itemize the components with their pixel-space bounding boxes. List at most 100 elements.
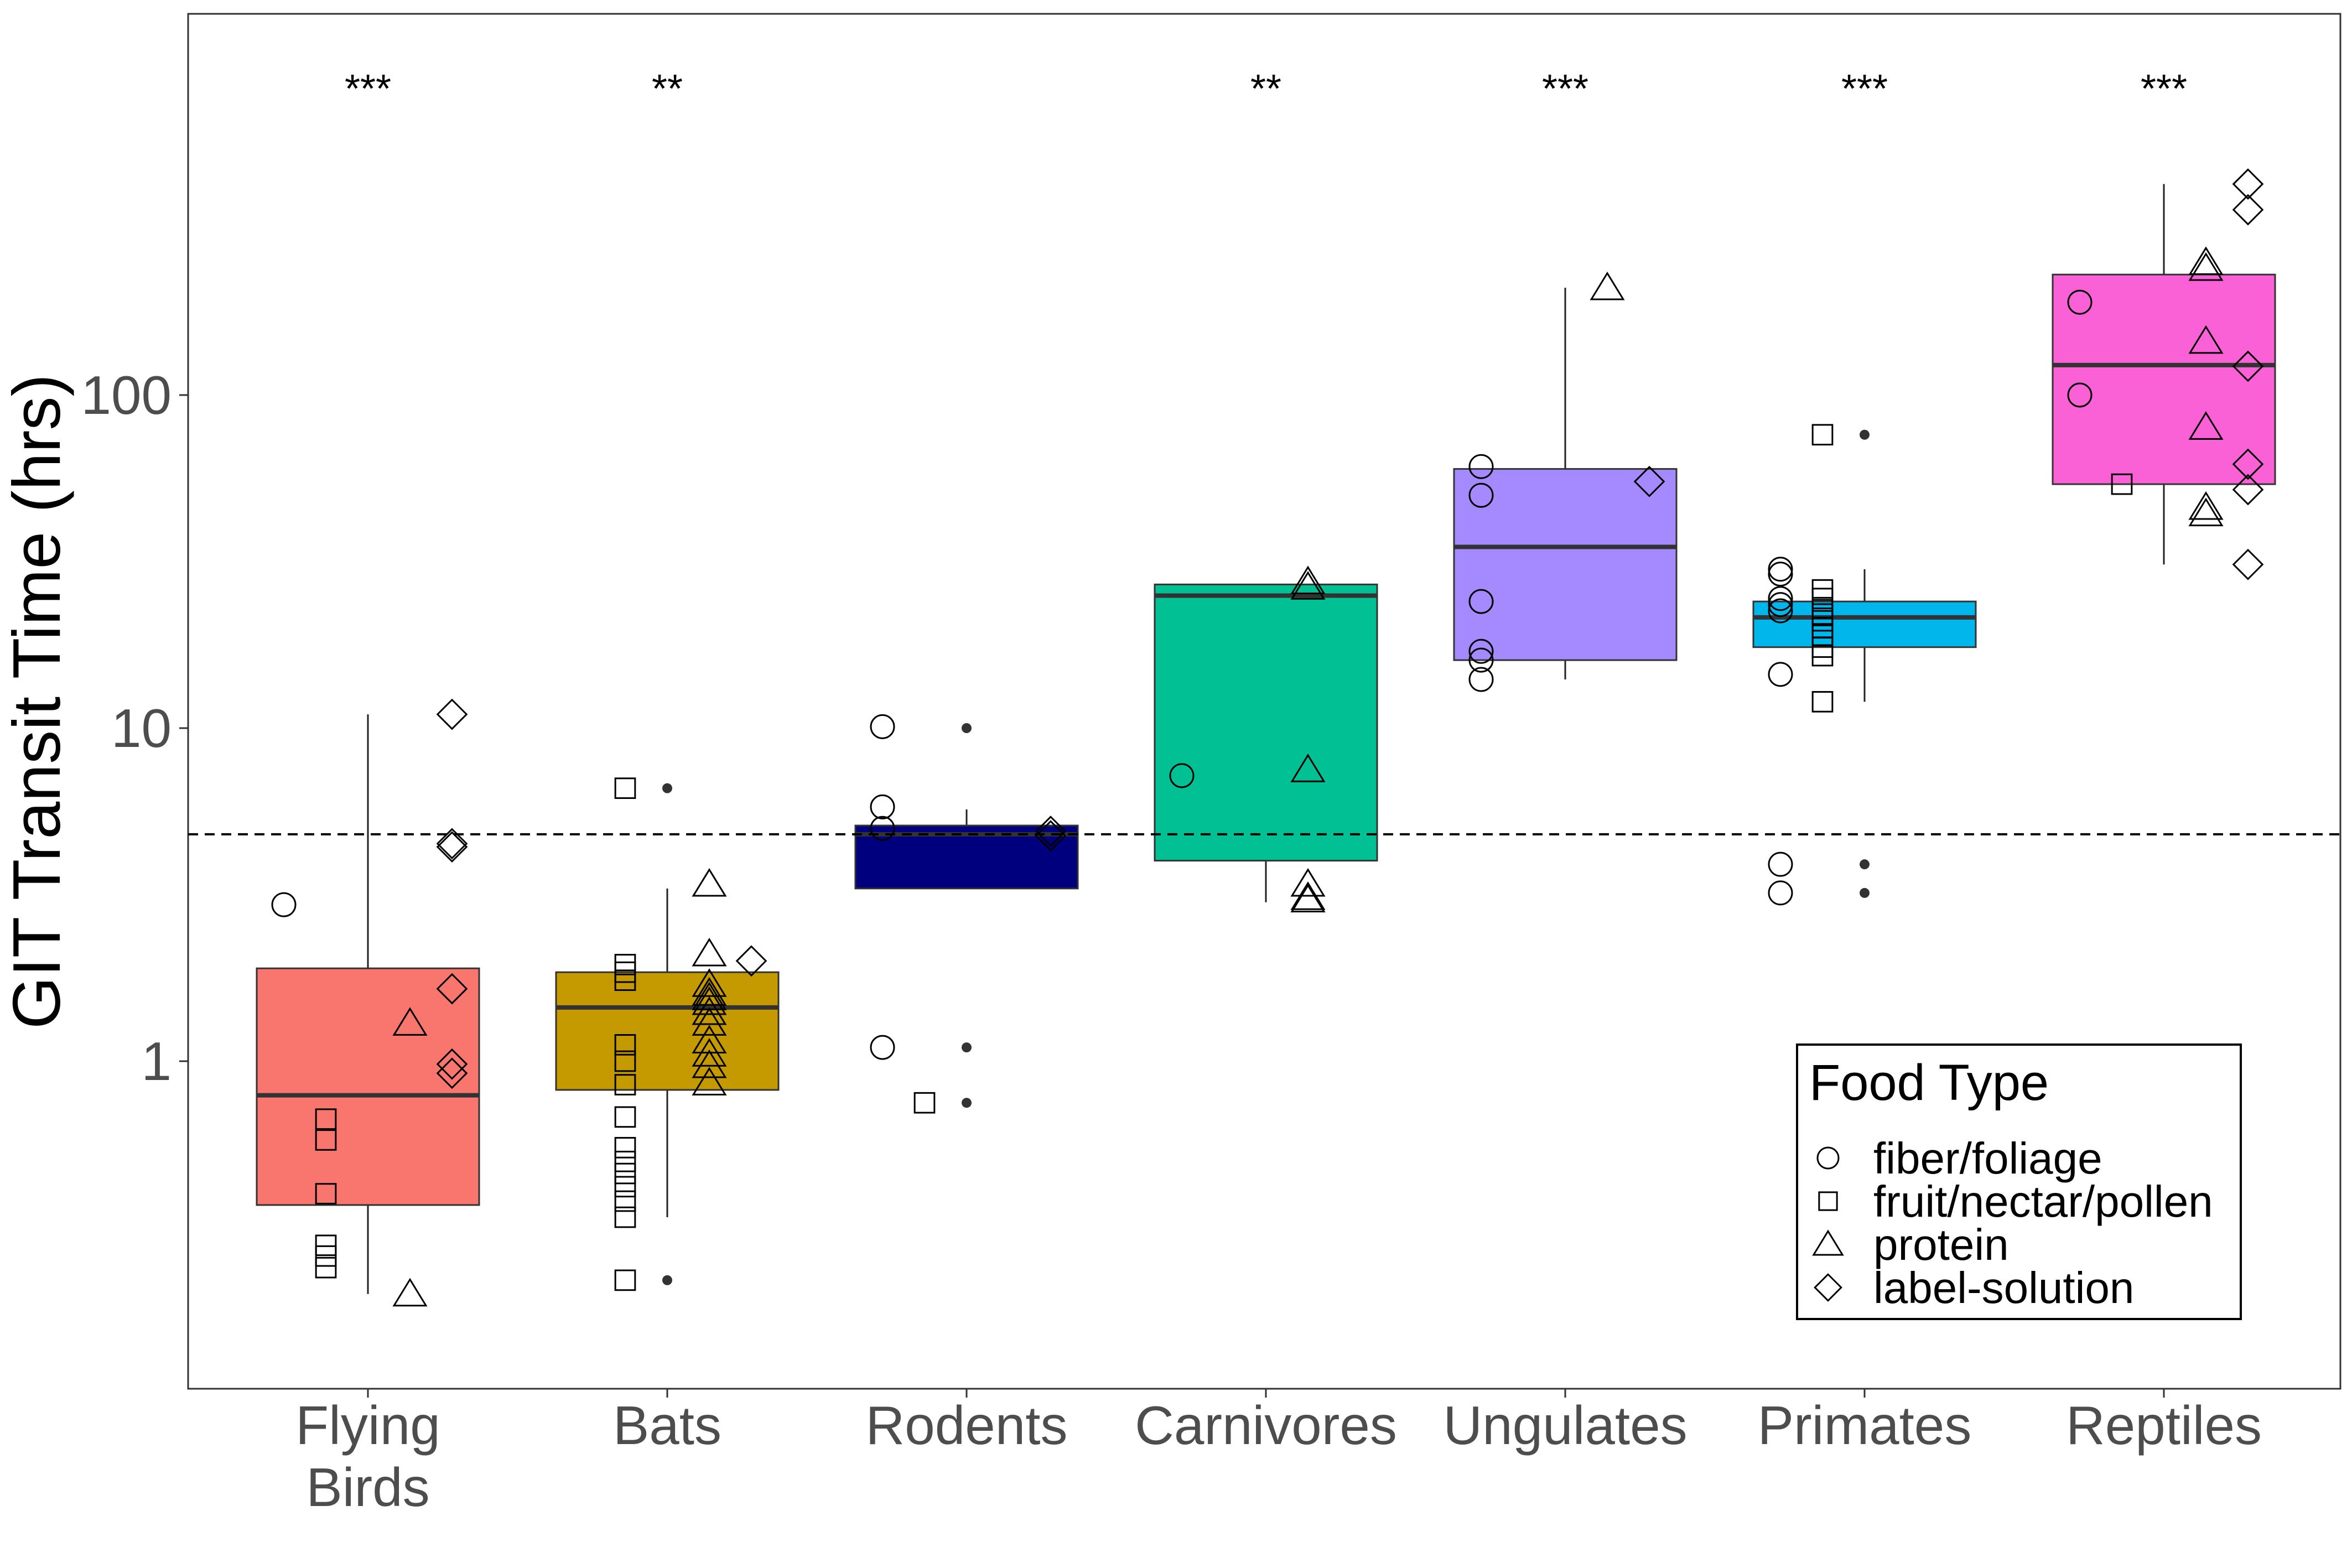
legend: Food Type fiber/foliagefruit/nectar/polle… (1796, 1043, 2242, 1320)
data-point-diamond (436, 831, 468, 863)
data-point-triangle (392, 1278, 428, 1307)
outlier-dot (1860, 887, 1870, 898)
data-point-square (1811, 424, 1834, 446)
points-layer (271, 168, 2264, 1307)
data-point-square (614, 1190, 636, 1212)
data-point-circle (1768, 852, 1793, 877)
data-point-diamond (436, 1057, 468, 1089)
significance-label: *** (1841, 67, 1888, 111)
data-point-square (614, 1269, 636, 1291)
data-point-triangle (2188, 497, 2224, 527)
data-point-square (614, 1162, 636, 1185)
data-point-diamond (2232, 474, 2264, 506)
legend-circle-icon (1816, 1146, 1840, 1170)
x-tick-label: Carnivores (1135, 1395, 1397, 1456)
box-iqr (1154, 583, 1378, 862)
data-point-diamond (1035, 820, 1067, 852)
data-point-triangle (692, 996, 727, 1025)
data-point-square (315, 1108, 337, 1130)
data-point-square (315, 1183, 337, 1204)
data-point-circle (1468, 589, 1494, 614)
legend-triangle-icon (1812, 1229, 1844, 1256)
x-tick-label: Bats (613, 1395, 721, 1456)
significance-label: ** (652, 67, 683, 111)
data-point-square (614, 1136, 636, 1159)
data-point-circle (870, 816, 895, 841)
data-point-diamond (436, 1048, 468, 1080)
legend-label: fruit/nectar/pollen (1873, 1177, 2213, 1226)
box-iqr (555, 971, 780, 1091)
box-iqr (1453, 468, 1678, 661)
outlier-dot (962, 723, 972, 733)
legend-square-icon (1818, 1191, 1838, 1211)
outlier-dot (662, 1275, 672, 1285)
data-point-diamond (1633, 465, 1665, 497)
data-point-square (315, 1129, 337, 1151)
outlier-dot (1860, 429, 1870, 440)
data-point-square (315, 1234, 337, 1257)
data-point-triangle (692, 968, 727, 997)
x-tick-label: Rodents (865, 1395, 1067, 1456)
data-point-circle (1768, 586, 1793, 611)
data-point-triangle (2188, 246, 2224, 275)
significance-label: *** (1542, 67, 1588, 111)
data-point-triangle (692, 937, 727, 967)
y-tick-label: 100 (81, 365, 172, 425)
x-tick-label: Reptiles (2066, 1395, 2262, 1456)
data-point-triangle (2188, 325, 2224, 354)
significance-layer: *** ** ** *** *** *** (345, 67, 2187, 111)
y-tick-label: 1 (141, 1031, 172, 1092)
x-tick-label: Ungulates (1443, 1395, 1687, 1456)
data-point-triangle (1290, 571, 1326, 600)
y-axis-title: GIT Transit Time (hrs) (0, 374, 74, 1029)
data-point-square (614, 777, 636, 799)
data-point-square (614, 1074, 636, 1095)
data-point-square (315, 1245, 337, 1267)
data-point-circle (271, 892, 297, 917)
data-point-diamond (1035, 816, 1067, 847)
data-point-diamond (2232, 350, 2264, 382)
data-point-square (614, 1034, 636, 1056)
data-point-triangle (692, 1007, 727, 1036)
data-point-circle (1169, 763, 1195, 788)
data-point-square (2111, 473, 2133, 495)
x-axis: Flying Birds Bats Rodents Carnivores Ungulate… (295, 1389, 2262, 1518)
data-point-triangle (692, 977, 727, 1006)
data-point-triangle (1290, 754, 1326, 782)
significance-label: *** (345, 67, 391, 111)
data-point-circle (2067, 382, 2093, 408)
whiskers-layer (367, 184, 2165, 1294)
data-point-circle (1468, 482, 1494, 508)
legend-label: fiber/foliage (1873, 1134, 2102, 1183)
data-point-square (614, 1150, 636, 1172)
data-point-diamond (436, 828, 468, 860)
x-tick-label: Primates (1758, 1395, 1972, 1456)
outliers-layer (662, 429, 1870, 1285)
data-point-triangle (1290, 868, 1326, 897)
data-point-square (1811, 645, 1834, 667)
data-point-square (614, 1176, 636, 1198)
data-point-square (1811, 690, 1834, 713)
data-point-circle (870, 1035, 895, 1060)
legend-title: Food Type (1809, 1055, 2049, 1111)
data-point-triangle (2188, 252, 2224, 281)
data-point-triangle (692, 1067, 727, 1095)
y-axis: 1 10 100 (81, 365, 188, 1092)
data-point-triangle (2188, 411, 2224, 440)
data-point-circle (1468, 667, 1494, 692)
data-point-triangle (392, 1007, 428, 1036)
outlier-dot (962, 1042, 972, 1053)
data-point-square (614, 969, 636, 991)
data-point-diamond (2232, 548, 2264, 580)
y-tick-label: 10 (111, 698, 172, 759)
data-point-square (614, 1206, 636, 1228)
data-point-triangle (692, 1049, 727, 1078)
data-point-square (614, 1106, 636, 1128)
data-point-circle (1768, 557, 1793, 582)
box-iqr (2052, 273, 2276, 485)
data-point-triangle (1590, 271, 1625, 300)
data-point-diamond (735, 945, 767, 977)
significance-label: *** (2141, 67, 2187, 111)
data-point-diamond (2232, 168, 2264, 200)
